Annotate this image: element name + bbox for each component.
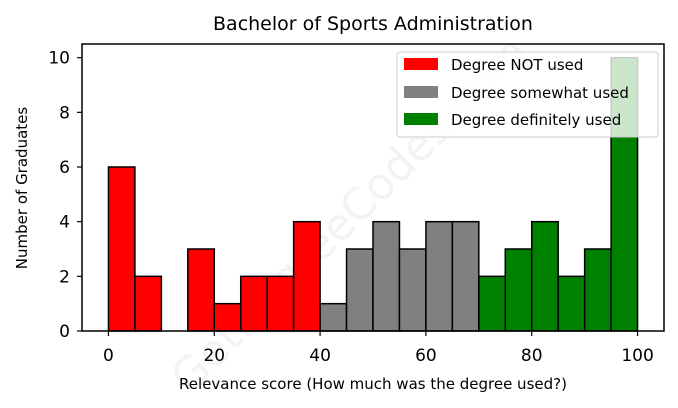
histogram-bar-series-0-bin-5 xyxy=(239,275,268,332)
histogram-bar-series-0-bin-4 xyxy=(213,302,242,332)
histogram-bar-series-1-bin-2 xyxy=(372,220,401,332)
legend-label-definitely-used: Degree definitely used xyxy=(451,111,621,129)
x-axis-label: Relevance score (How much was the degree… xyxy=(179,375,567,393)
chart-title: Bachelor of Sports Administration xyxy=(213,13,533,35)
histogram-bar-series-0-bin-3 xyxy=(187,248,216,332)
y-tick-label-4: 4 xyxy=(59,213,70,233)
x-tick-label-20: 20 xyxy=(203,346,225,366)
legend-box xyxy=(396,51,659,138)
legend-label-not-used: Degree NOT used xyxy=(451,56,583,74)
x-tick-label-80: 80 xyxy=(521,346,543,366)
x-tick-label-0: 0 xyxy=(103,346,114,366)
x-tick-label-60: 60 xyxy=(415,346,437,366)
y-axis-label: Number of Graduates xyxy=(13,107,31,270)
histogram-bar-series-2-bin-1 xyxy=(504,248,533,332)
histogram-bar-series-1-bin-1 xyxy=(345,248,374,332)
x-tick-label-40: 40 xyxy=(309,346,331,366)
x-tick-label-100: 100 xyxy=(621,346,653,366)
histogram-bar-series-0-bin-7 xyxy=(292,220,321,332)
histogram-bar-series-1-bin-3 xyxy=(398,248,427,332)
y-tick-label-8: 8 xyxy=(59,103,70,123)
legend-swatch-somewhat-used xyxy=(404,86,438,98)
legend-label-somewhat-used: Degree somewhat used xyxy=(451,84,629,102)
histogram-bar-series-1-bin-5 xyxy=(451,220,480,332)
histogram-bar-series-1-bin-4 xyxy=(425,220,454,332)
plot-frame xyxy=(81,43,665,332)
y-tick-label-2: 2 xyxy=(59,267,70,287)
histogram-bar-series-2-bin-3 xyxy=(557,275,586,332)
legend: Degree NOT used Degree somewhat used Deg… xyxy=(396,51,659,138)
bars-layer xyxy=(107,56,639,332)
ticks-layer: 0 20 40 60 80 100 0 2 4 6 8 10 xyxy=(48,49,653,366)
legend-swatch-definitely-used xyxy=(404,113,438,125)
histogram-bar-series-0-bin-1 xyxy=(134,275,163,332)
histogram-bar-series-0-bin-6 xyxy=(266,275,295,332)
histogram-bar-series-2-bin-2 xyxy=(530,220,559,332)
histogram-bar-series-0-bin-0 xyxy=(107,166,136,332)
histogram-bar-series-2-bin-4 xyxy=(583,248,612,332)
histogram-bar-series-1-bin-0 xyxy=(319,302,348,332)
legend-swatch-not-used xyxy=(404,58,438,70)
histogram-bar-series-2-bin-0 xyxy=(478,275,507,332)
y-tick-label-10: 10 xyxy=(48,49,70,69)
y-tick-label-6: 6 xyxy=(59,158,70,178)
y-tick-label-0: 0 xyxy=(59,322,70,342)
